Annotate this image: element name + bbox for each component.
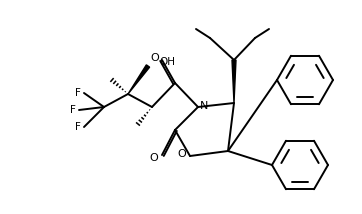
Text: OH: OH [159,57,175,67]
Text: N: N [200,101,208,111]
Text: O: O [178,149,186,159]
Text: F: F [75,122,81,132]
Text: O: O [150,153,159,163]
Text: F: F [70,105,76,115]
Text: O: O [151,53,159,63]
Text: F: F [75,88,81,98]
Polygon shape [128,65,150,94]
Polygon shape [232,60,236,103]
